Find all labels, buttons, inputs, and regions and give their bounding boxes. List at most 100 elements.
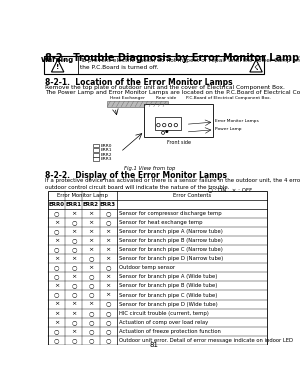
Text: ○: ○: [88, 256, 94, 261]
Text: ×: ×: [71, 256, 76, 261]
Text: Error Monitor Lamp: Error Monitor Lamp: [57, 192, 108, 197]
Text: Sensor for compressor discharge temp: Sensor for compressor discharge temp: [119, 211, 221, 216]
Text: Rear side: Rear side: [156, 96, 176, 100]
Text: 8-2-2.  Display of the Error Monitor Lamps: 8-2-2. Display of the Error Monitor Lamp…: [45, 171, 227, 180]
Text: ○: ○: [71, 338, 77, 343]
Text: ○: ○: [88, 320, 94, 325]
Text: Sensor for branch pipe D (Narrow tube): Sensor for branch pipe D (Narrow tube): [119, 256, 223, 261]
Text: ERR2: ERR2: [83, 202, 99, 207]
Text: ×: ×: [105, 284, 111, 288]
Text: ×: ×: [71, 311, 76, 316]
Text: ×: ×: [71, 301, 76, 307]
Text: ○: ○: [105, 301, 111, 307]
Bar: [145, 104, 213, 137]
Text: ERR1: ERR1: [101, 148, 112, 152]
Text: ERR3: ERR3: [101, 158, 112, 161]
Text: ×: ×: [105, 293, 111, 298]
Text: ○: ○: [54, 274, 60, 279]
Text: ○ : ON   × : OFF: ○ : ON × : OFF: [208, 187, 252, 192]
Text: ○: ○: [71, 220, 77, 225]
Text: ○: ○: [105, 220, 111, 225]
Text: ○: ○: [88, 274, 94, 279]
Text: Sensor for branch pipe C (Narrow tube): Sensor for branch pipe C (Narrow tube): [119, 247, 223, 252]
Text: ERR0: ERR0: [101, 144, 112, 147]
Text: To prevent electric shock, do not inspect or repair until the Power Lamp on
the : To prevent electric shock, do not inspec…: [80, 58, 300, 70]
Text: ○: ○: [71, 320, 77, 325]
Text: P.C.Board of Electrical Component Box.: P.C.Board of Electrical Component Box.: [186, 96, 271, 100]
Text: ERR2: ERR2: [101, 153, 112, 157]
Text: 81: 81: [149, 342, 158, 348]
Text: 8-2.  Trouble Diagnosis by Error Monitor Lamps: 8-2. Trouble Diagnosis by Error Monitor …: [45, 53, 300, 63]
Text: ○: ○: [88, 293, 94, 298]
Text: ○: ○: [71, 247, 77, 252]
Text: ○: ○: [88, 338, 94, 343]
Text: ×: ×: [88, 247, 94, 252]
Text: Heat Exchanger: Heat Exchanger: [110, 96, 145, 100]
Text: ○: ○: [54, 229, 60, 234]
Text: ×: ×: [88, 211, 94, 216]
Text: Sensor for branch pipe A (Narrow tube): Sensor for branch pipe A (Narrow tube): [119, 229, 223, 234]
Text: 8-2-1.  Location of the Error Monitor Lamps: 8-2-1. Location of the Error Monitor Lam…: [45, 78, 233, 87]
Text: ×: ×: [54, 256, 59, 261]
Text: Error Contents: Error Contents: [172, 192, 211, 197]
Text: ○: ○: [105, 265, 111, 270]
Text: ○: ○: [54, 265, 60, 270]
Text: ○: ○: [54, 211, 60, 216]
Text: ○: ○: [54, 247, 60, 252]
Text: ○: ○: [88, 284, 94, 288]
Text: ☇: ☇: [254, 63, 258, 72]
Bar: [48, 191, 267, 345]
Text: !: !: [56, 64, 59, 70]
Text: Fig.1 View from top: Fig.1 View from top: [124, 166, 176, 171]
Bar: [93, 148, 99, 152]
Text: ○: ○: [88, 329, 94, 334]
Text: Sensor for branch pipe B (Narrow tube): Sensor for branch pipe B (Narrow tube): [119, 238, 223, 243]
Text: ×: ×: [88, 301, 94, 307]
Text: ○: ○: [105, 338, 111, 343]
Bar: [93, 144, 99, 147]
Text: If a protective device has activated or there is a sensor failure in the outdoor: If a protective device has activated or …: [45, 178, 300, 190]
Text: ×: ×: [88, 229, 94, 234]
Text: Actuation of freeze protection function: Actuation of freeze protection function: [119, 329, 221, 334]
Text: ×: ×: [105, 247, 111, 252]
Text: ○: ○: [71, 238, 77, 243]
Text: Outdoor temp sensor: Outdoor temp sensor: [119, 265, 175, 270]
Text: ×: ×: [54, 311, 59, 316]
Text: ×: ×: [88, 220, 94, 225]
Text: ○: ○: [71, 265, 77, 270]
Text: ×: ×: [54, 320, 59, 325]
Text: Warning: Warning: [41, 57, 74, 63]
Text: ×: ×: [105, 274, 111, 279]
Text: Error Monitor Lamps: Error Monitor Lamps: [215, 119, 259, 123]
Bar: [155, 118, 181, 130]
Text: Sensor for heat exchange temp: Sensor for heat exchange temp: [119, 220, 202, 225]
Text: ×: ×: [105, 256, 111, 261]
Text: ○: ○: [105, 320, 111, 325]
Text: ×: ×: [88, 238, 94, 243]
Bar: [44, 56, 264, 74]
Text: ○: ○: [105, 211, 111, 216]
Text: ×: ×: [54, 238, 59, 243]
Bar: [107, 101, 168, 107]
Text: Power Lamp: Power Lamp: [215, 127, 242, 131]
Text: ×: ×: [88, 265, 94, 270]
Text: ×: ×: [54, 220, 59, 225]
Text: ERR3: ERR3: [100, 202, 116, 207]
Text: HIC circuit trouble (current, temp): HIC circuit trouble (current, temp): [119, 311, 209, 316]
Text: ERR1: ERR1: [66, 202, 82, 207]
Text: The Power Lamp and Error Monitor Lamps are located on the P.C.Board of Electrica: The Power Lamp and Error Monitor Lamps a…: [45, 90, 300, 95]
Text: Sensor for branch pipe D (Wide tube): Sensor for branch pipe D (Wide tube): [119, 301, 218, 307]
Text: ×: ×: [71, 229, 76, 234]
Text: ○: ○: [54, 329, 60, 334]
Text: ○: ○: [71, 284, 77, 288]
Text: ERR0: ERR0: [49, 202, 65, 207]
Bar: [93, 158, 99, 161]
Text: Actuation of comp over load relay: Actuation of comp over load relay: [119, 320, 208, 325]
Text: ×: ×: [105, 229, 111, 234]
Text: ○: ○: [71, 293, 77, 298]
Text: ○: ○: [88, 311, 94, 316]
Text: Front side: Front side: [167, 140, 191, 145]
Text: Sensor for branch pipe B (Wide tube): Sensor for branch pipe B (Wide tube): [119, 284, 217, 288]
Text: Outdoor unit error. Detail of error message indicate on indoor LED: Outdoor unit error. Detail of error mess…: [119, 338, 293, 343]
Text: ×: ×: [71, 274, 76, 279]
